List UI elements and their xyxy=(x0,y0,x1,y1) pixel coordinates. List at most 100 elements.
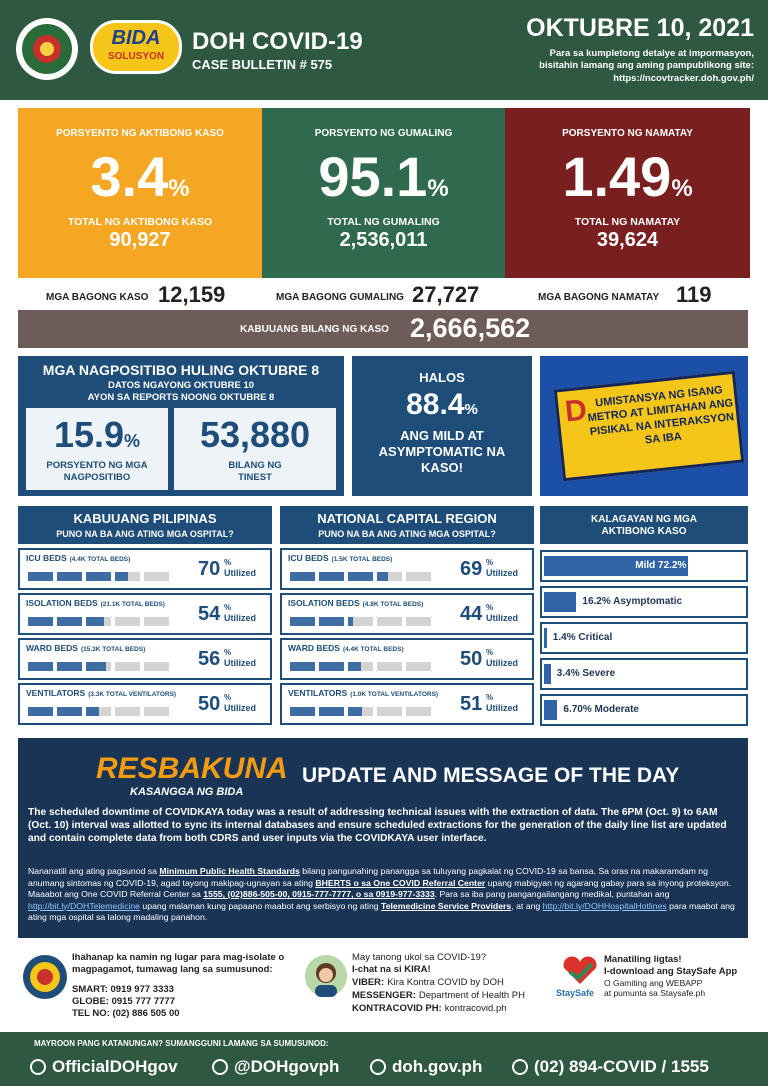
row-util: Utilized xyxy=(224,568,257,578)
footer-item: OfficialDOHgov xyxy=(52,1057,178,1076)
footer-icon xyxy=(370,1059,386,1075)
row-label: ISOLATION BEDS (21.1K TOTAL BEDS) xyxy=(26,598,165,608)
new-value: 119 xyxy=(676,282,712,307)
isolation-line: SMART: 0919 977 3333 xyxy=(72,984,174,995)
status: KALAGAYAN NG MGA AKTIBONG KASO Mild 72.2… xyxy=(540,506,748,726)
row-name: WARD BEDS xyxy=(288,643,340,653)
row-value: 44 xyxy=(460,603,483,625)
notice-part: Nananatili ang ating pagsunod sa xyxy=(28,866,160,876)
bar-segment xyxy=(377,617,402,626)
bar-fill xyxy=(348,617,353,626)
bar-fill xyxy=(28,572,53,581)
bar-fill xyxy=(115,572,128,581)
banner: D UMISTANSYA NG ISANG METRO AT LIMITAHAN… xyxy=(540,356,748,496)
kira: May tanong ukol sa COVID-19? I-chat na s… xyxy=(352,952,562,1015)
stat-unit: % xyxy=(168,175,190,202)
stat-total: 2,536,011 xyxy=(339,229,428,251)
new-value: 12,159 xyxy=(158,282,226,307)
row-name: ISOLATION BEDS xyxy=(288,598,360,608)
row-unit: % xyxy=(224,603,232,612)
notice-part: upang malaman kung papaano maabot ang se… xyxy=(140,900,382,911)
row-util: Utilized xyxy=(486,613,519,623)
row-label: ICU BEDS (4.4K TOTAL BEDS) xyxy=(26,553,130,563)
total-label: KABUUANG BILANG NG KASO xyxy=(240,324,389,335)
status-row: 16.2% Asymptomatic xyxy=(540,586,748,618)
notice-part: , at ang xyxy=(511,900,543,911)
row-cap: (4.4K TOTAL BEDS) xyxy=(69,556,131,563)
kira-key: MESSENGER: xyxy=(352,990,416,1001)
kira-avatar xyxy=(305,955,347,997)
note: Para sa kumpletong detalye at impormasyo… xyxy=(539,48,754,71)
bar-fill xyxy=(348,572,373,581)
hospital-head: KABUUANG PILIPINAS PUNO NA BA ANG ATING M… xyxy=(18,506,272,544)
status-bar xyxy=(544,592,577,612)
row-util: Utilized xyxy=(486,568,519,578)
url[interactable]: https://ncovtracker.doh.gov.ph/ xyxy=(613,73,754,84)
status-label: 1.4% Critical xyxy=(552,632,613,643)
row-util: Utilized xyxy=(486,658,519,668)
bar-fill xyxy=(319,707,344,716)
stat-value: 95.1 xyxy=(318,145,428,208)
bar-segment xyxy=(86,617,111,626)
bar-segment xyxy=(377,572,402,581)
bar-segment xyxy=(28,572,53,581)
new-label: MGA BAGONG KASO xyxy=(46,292,149,303)
update-message: The scheduled downtime of COVIDKAYA toda… xyxy=(28,807,727,844)
bar-fill xyxy=(86,662,106,671)
footer-item: doh.gov.ph xyxy=(392,1057,483,1076)
row-unit: % xyxy=(486,693,494,702)
row-label: WARD BEDS (15.3K TOTAL BEDS) xyxy=(26,643,145,653)
row-name: VENTILATORS xyxy=(288,688,348,698)
kira-key: KONTRACOVID PH: xyxy=(352,1003,442,1014)
stat-rate: 95.1% xyxy=(262,144,505,209)
bar-fill xyxy=(57,707,82,716)
status-row: Mild 72.2% xyxy=(540,550,748,582)
hospital-row: VENTILATORS (1.0K TOTAL VENTILATORS) 51% Ut… xyxy=(280,683,534,725)
notice-part: . Para sa iba pang pangangailangang medi… xyxy=(434,889,670,899)
notice-part[interactable]: http://bit.ly/DOHTelemedicine xyxy=(28,900,141,911)
staysafe: Manatiling ligtas! I-download ang StaySa… xyxy=(604,954,764,998)
row-name: WARD BEDS xyxy=(26,643,78,653)
notice-part[interactable]: http://bit.ly/DOHHospitalHotlines xyxy=(542,900,667,911)
row-value: 54 xyxy=(198,603,221,625)
bar-segment xyxy=(86,707,111,716)
bar-fill xyxy=(57,572,82,581)
hospital-title: NATIONAL CAPITAL REGION xyxy=(317,511,497,526)
subtitle: CASE BULLETIN # 575 xyxy=(192,57,333,72)
bar-segment xyxy=(115,707,140,716)
bar-segment xyxy=(57,662,82,671)
bar-segment xyxy=(319,662,344,671)
hospital-row: ICU BEDS (1.5K TOTAL BEDS) 69% Utilized xyxy=(280,548,534,590)
hospital-title: KABUUANG PILIPINAS xyxy=(73,511,217,526)
row-value: 70 xyxy=(198,558,221,580)
row-cap: (1.0K TOTAL VENTILATORS) xyxy=(350,691,439,698)
bar-segment xyxy=(115,662,140,671)
bar-segment xyxy=(290,707,315,716)
hospital-row: WARD BEDS (15.3K TOTAL BEDS) 56% Utilized xyxy=(18,638,272,680)
status-bar xyxy=(544,664,551,684)
tested-box: 53,880 BILANG NG TINEST xyxy=(174,408,336,490)
row-util: Utilized xyxy=(224,703,257,713)
status-label: 6.70% Moderate xyxy=(563,704,639,715)
hospital-row: ICU BEDS (4.4K TOTAL BEDS) 70% Utilized xyxy=(18,548,272,590)
row-cap: (21.1K TOTAL BEDS) xyxy=(100,601,165,608)
pos-line1: DATOS NGAYONG OKTUBRE 10 xyxy=(107,380,255,391)
stat-value: 3.4 xyxy=(90,145,169,208)
bar-segment xyxy=(406,707,431,716)
kira-line: MESSENGER: Department of Health PH xyxy=(352,990,562,1002)
row-util: Utilized xyxy=(486,703,519,713)
row-value: 56 xyxy=(198,648,221,670)
mild-value: 88.4 xyxy=(406,388,465,421)
bar-segment xyxy=(57,617,82,626)
bar-fill xyxy=(57,617,82,626)
resbakuna-sub: KASANGGA NG BIDA xyxy=(130,786,244,798)
mild-unit: % xyxy=(464,401,478,418)
rate-unit: % xyxy=(124,431,141,451)
status-bar xyxy=(544,628,547,648)
status-title: KALAGAYAN NG MGA AKTIBONG KASO xyxy=(540,506,748,544)
staysafe-icon xyxy=(563,956,597,984)
bar-fill xyxy=(86,617,104,626)
kira-key: VIBER: xyxy=(352,977,385,988)
row-value: 50 xyxy=(198,693,221,715)
row-label: VENTILATORS (1.0K TOTAL VENTILATORS) xyxy=(288,688,438,698)
